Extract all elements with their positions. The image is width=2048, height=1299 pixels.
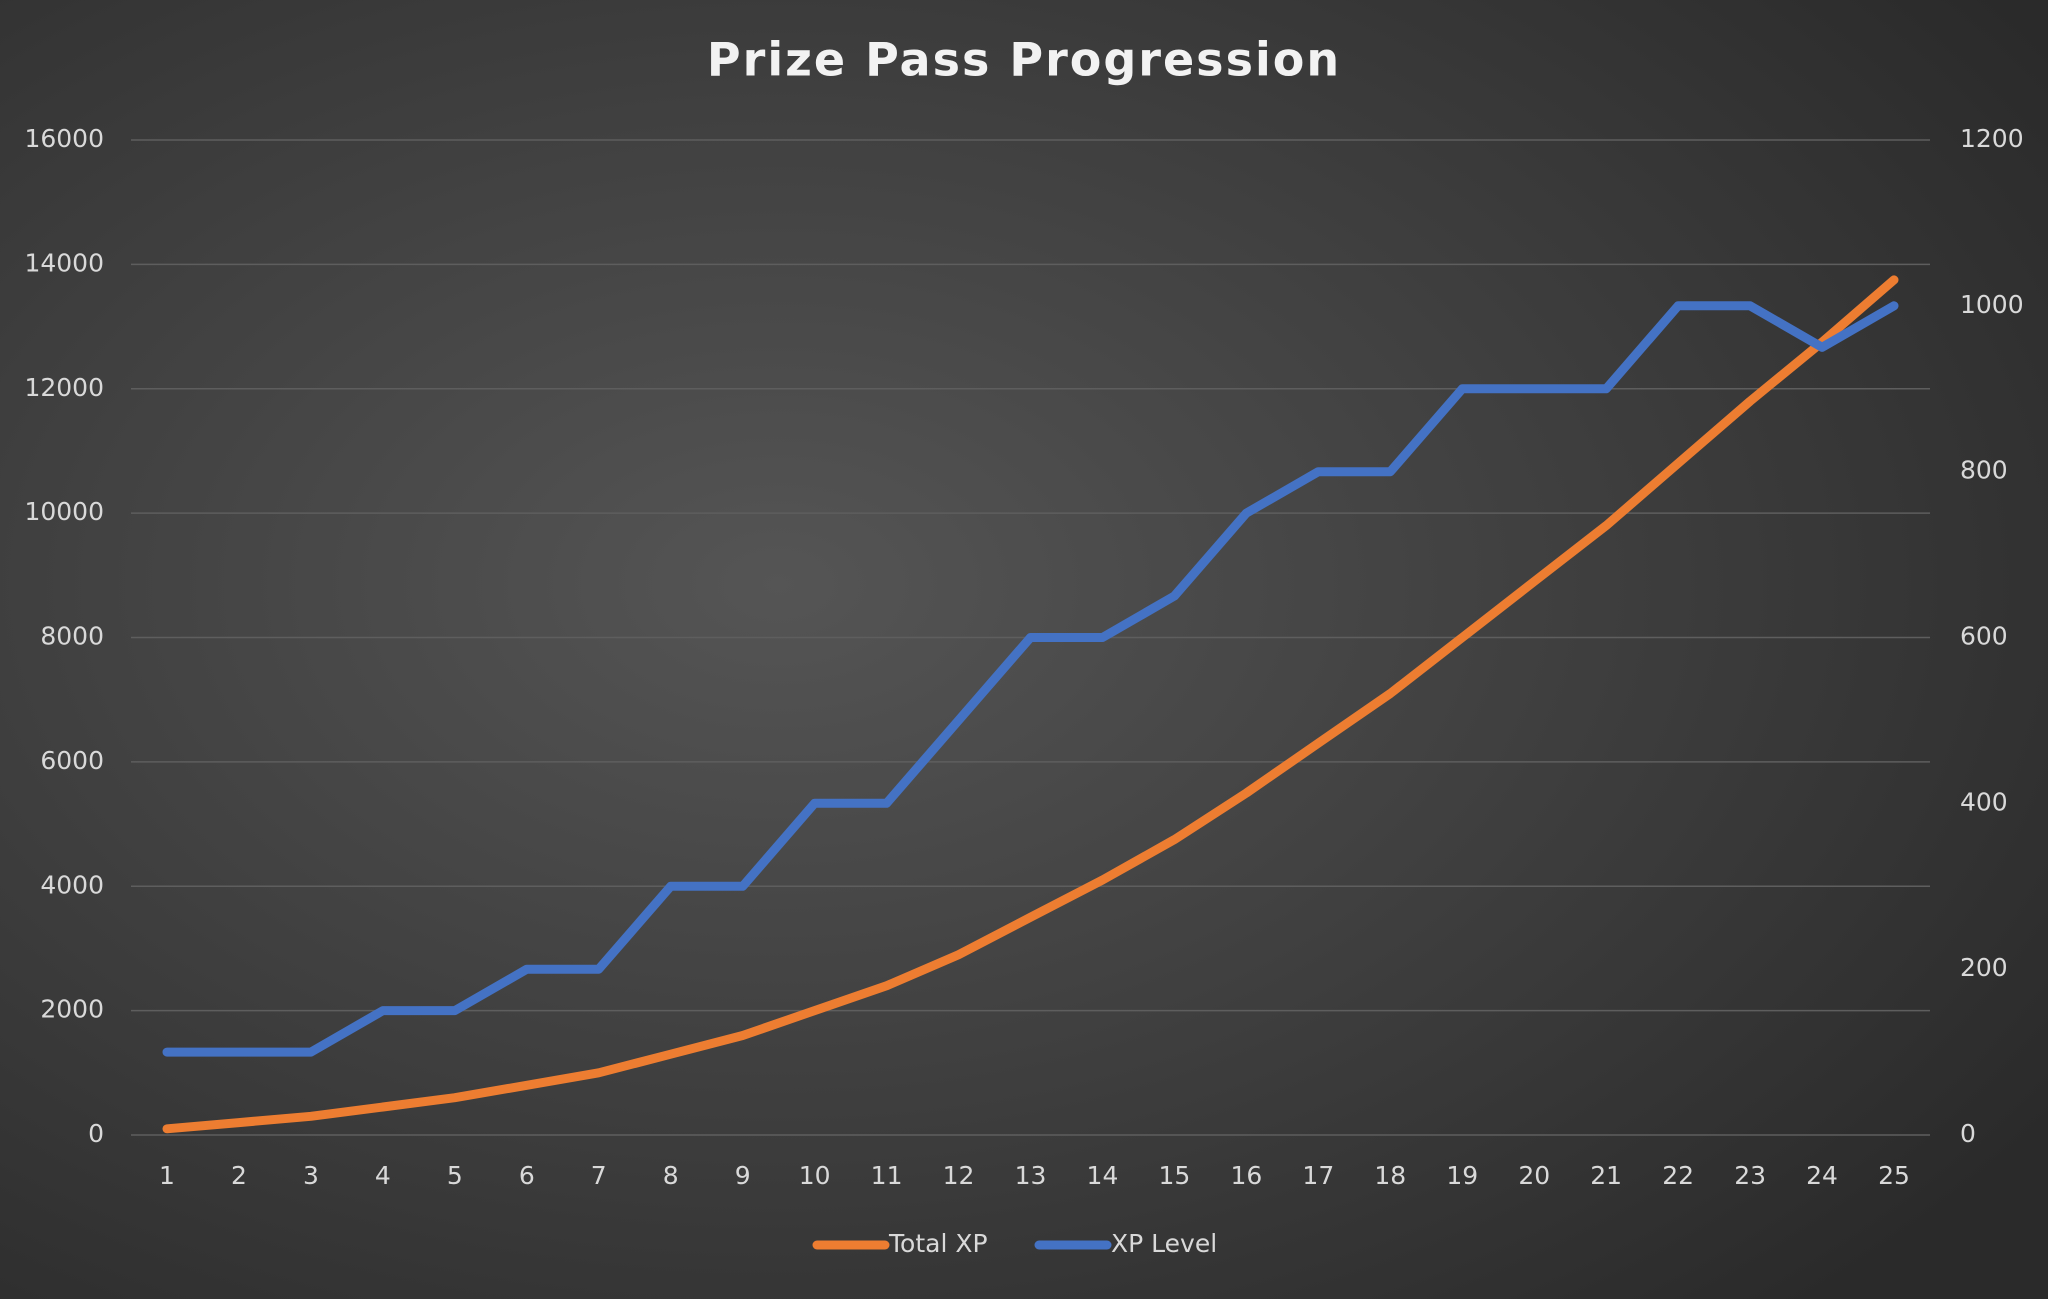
- x-tick-label: 9: [735, 1161, 751, 1190]
- x-tick-label: 5: [447, 1161, 463, 1190]
- y2-tick-label: 0: [1960, 1119, 1976, 1148]
- y-tick-label: 12000: [24, 373, 104, 402]
- y-tick-label: 4000: [40, 870, 104, 899]
- x-tick-label: 20: [1518, 1161, 1550, 1190]
- x-tick-label: 6: [519, 1161, 535, 1190]
- y2-tick-label: 800: [1960, 456, 2008, 485]
- series-line: [162, 301, 1899, 1057]
- x-tick-label: 1: [159, 1161, 175, 1190]
- x-tick-label: 16: [1230, 1161, 1262, 1190]
- x-tick-label: 13: [1015, 1161, 1047, 1190]
- y-tick-label: 10000: [24, 497, 104, 526]
- x-tick-label: 7: [591, 1161, 607, 1190]
- y2-tick-label: 1000: [1960, 290, 2024, 319]
- x-tick-label: 2: [231, 1161, 247, 1190]
- x-tick-label: 25: [1878, 1161, 1910, 1190]
- x-tick-label: 8: [663, 1161, 679, 1190]
- x-tick-label: 10: [799, 1161, 831, 1190]
- legend-label: Total XP: [888, 1229, 988, 1258]
- x-tick-label: 3: [303, 1161, 319, 1190]
- y2-tick-label: 1200: [1960, 124, 2024, 153]
- x-tick-label: 18: [1374, 1161, 1406, 1190]
- y-tick-label: 8000: [40, 622, 104, 651]
- x-tick-label: 24: [1806, 1161, 1838, 1190]
- y-tick-label: 16000: [24, 124, 104, 153]
- y2-tick-label: 400: [1960, 787, 2008, 816]
- chart-title: Prize Pass Progression: [707, 33, 1341, 87]
- x-tick-label: 4: [375, 1161, 391, 1190]
- x-tick-label: 15: [1159, 1161, 1191, 1190]
- y2-tick-label: 200: [1960, 953, 2008, 982]
- x-tick-label: 12: [943, 1161, 975, 1190]
- legend-label: XP Level: [1111, 1229, 1217, 1258]
- x-tick-label: 11: [871, 1161, 903, 1190]
- x-tick-label: 22: [1662, 1161, 1694, 1190]
- x-tick-label: 14: [1087, 1161, 1119, 1190]
- y2-tick-label: 600: [1960, 622, 2008, 651]
- x-tick-label: 21: [1590, 1161, 1622, 1190]
- y-tick-label: 0: [88, 1119, 104, 1148]
- y-tick-label: 14000: [24, 248, 104, 277]
- series-line: [162, 275, 1899, 1134]
- y-tick-label: 6000: [40, 746, 104, 775]
- y-tick-label: 2000: [40, 995, 104, 1024]
- x-tick-label: 19: [1446, 1161, 1478, 1190]
- x-tick-label: 23: [1734, 1161, 1766, 1190]
- x-tick-label: 17: [1302, 1161, 1334, 1190]
- legend: Total XP XP Level: [812, 1229, 1217, 1258]
